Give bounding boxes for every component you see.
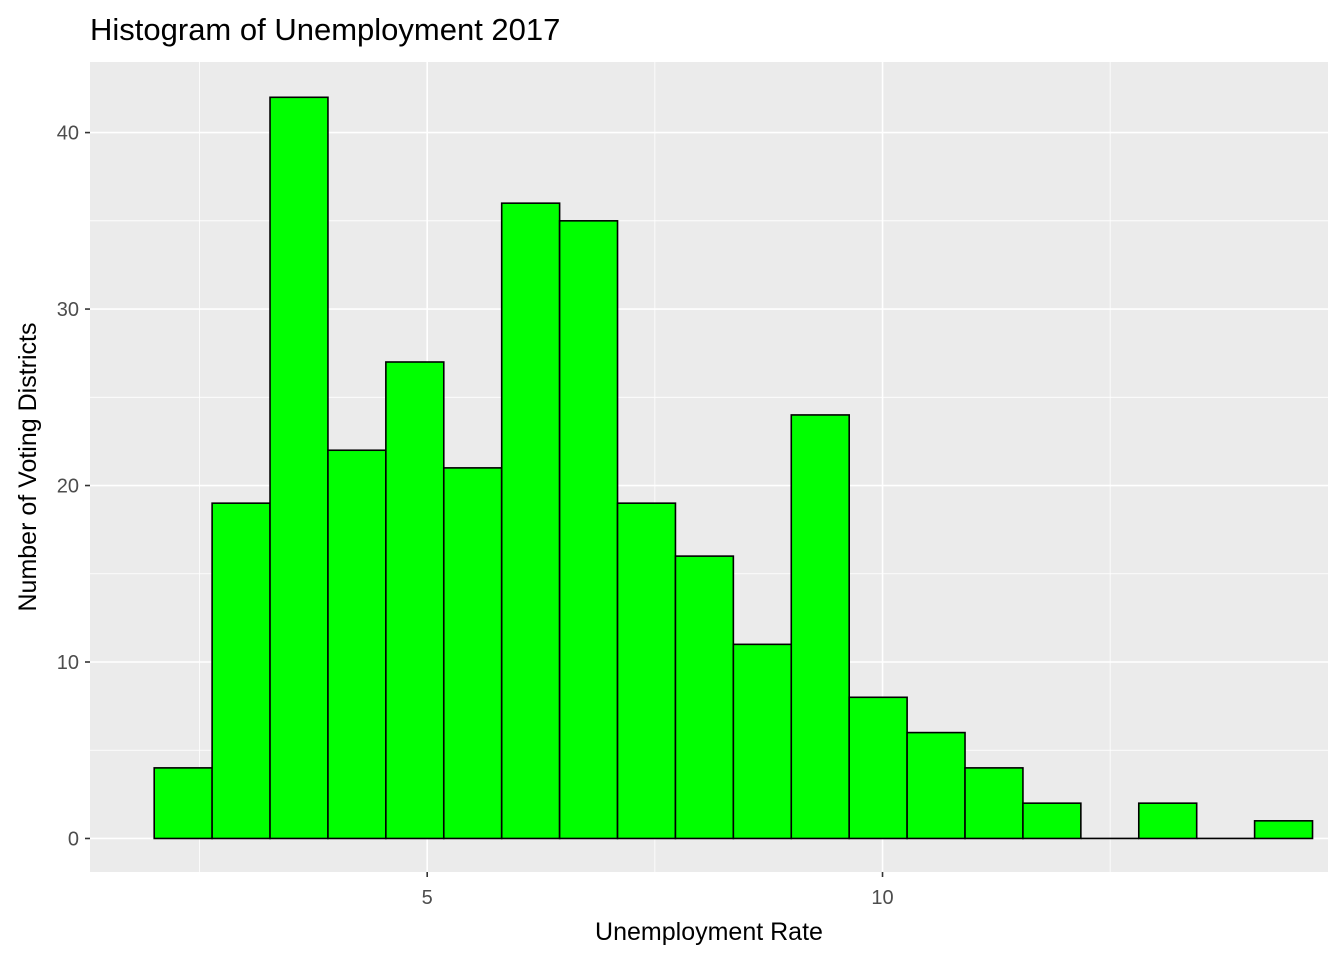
y-tick-label: 30 [57,299,79,321]
histogram-bar [790,414,850,840]
histogram-bar [500,202,561,840]
x-axis-title: Unemployment Rate [595,918,823,946]
y-tick-label: 10 [57,652,79,674]
x-tick-label: 5 [422,887,433,909]
histogram-bar [1253,820,1314,840]
histogram-bar [674,555,735,840]
histogram-bar [732,643,793,840]
histogram-bar [616,502,677,840]
histogram-bar [1022,802,1082,840]
histogram-bars [153,96,1314,840]
chart-title: Histogram of Unemployment 2017 [90,12,560,47]
y-tick-label: 40 [57,123,79,145]
y-tick-label: 20 [57,476,79,498]
histogram-bar [269,96,329,840]
y-axis-title: Number of Voting Districts [14,323,42,612]
histogram-bar [1137,802,1198,840]
x-tick-label: 10 [871,887,893,909]
histogram-bar [906,731,966,840]
histogram-bar [558,220,619,840]
y-tick-label: 0 [68,828,79,850]
y-axis: 0 10 20 30 40 [57,123,90,850]
histogram-bar [442,467,503,840]
histogram-bar [964,767,1024,840]
histogram-bar [848,696,908,840]
histogram-bar [211,502,271,840]
histogram-bar [153,767,213,840]
histogram-bar [385,361,445,840]
histogram-bar [327,449,387,840]
x-axis: 5 10 [422,872,894,909]
